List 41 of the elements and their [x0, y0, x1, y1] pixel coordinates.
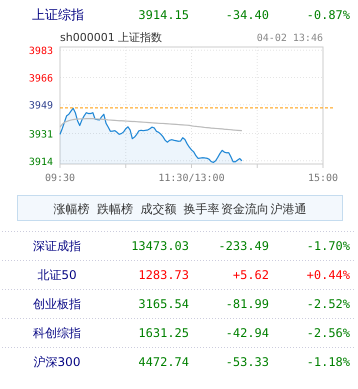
- y-tick-label: 3914: [28, 156, 53, 168]
- text: -233.49: [218, 239, 269, 253]
- text: 换手率: [184, 202, 220, 216]
- chart-title: sh000001 上证指数: [60, 31, 162, 44]
- text: -81.99: [226, 297, 269, 311]
- line-series: [59, 118, 243, 132]
- x-tick-label: 15:00: [308, 173, 338, 184]
- text: 1283.73: [138, 268, 189, 282]
- text: -34.40: [226, 8, 269, 22]
- text: -1.18%: [306, 355, 351, 369]
- text: 资金流向: [221, 202, 269, 216]
- text: 深证成指: [33, 239, 81, 253]
- text: 创业板指: [33, 297, 81, 311]
- y-tick-label: 3931: [28, 130, 53, 141]
- text: 北证50: [37, 268, 77, 282]
- y-tick-label: 3983: [28, 46, 53, 58]
- text: 涨幅榜: [54, 202, 90, 216]
- text: 3165.54: [138, 297, 189, 311]
- text: 3914.15: [138, 8, 189, 22]
- text: 跌幅榜: [97, 202, 133, 216]
- text: -0.87%: [306, 8, 351, 22]
- text: 沪港通: [270, 202, 306, 216]
- text: -1.70%: [306, 239, 351, 253]
- text: 上证综指: [32, 8, 84, 23]
- text: -42.94: [226, 326, 269, 340]
- text: +5.62: [232, 268, 269, 282]
- text: -2.52%: [306, 297, 351, 311]
- x-tick-label: 11:30/13:00: [158, 173, 225, 184]
- text: -2.56%: [306, 326, 351, 340]
- y-tick-label: 3966: [28, 73, 53, 84]
- chart-subtitle: 04-02 13:46: [256, 33, 323, 44]
- x-tick-label: 09:30: [44, 173, 76, 184]
- text: -53.33: [226, 355, 269, 369]
- text: 1631.25: [138, 326, 189, 340]
- text: 4472.74: [138, 355, 189, 369]
- text: 成交额: [140, 202, 176, 216]
- y-tick-label: 3949: [28, 100, 53, 112]
- text: +0.44%: [306, 268, 351, 282]
- text: 13473.03: [131, 239, 189, 253]
- text: 科创综指: [33, 326, 81, 340]
- text: 沪深300: [34, 355, 80, 369]
